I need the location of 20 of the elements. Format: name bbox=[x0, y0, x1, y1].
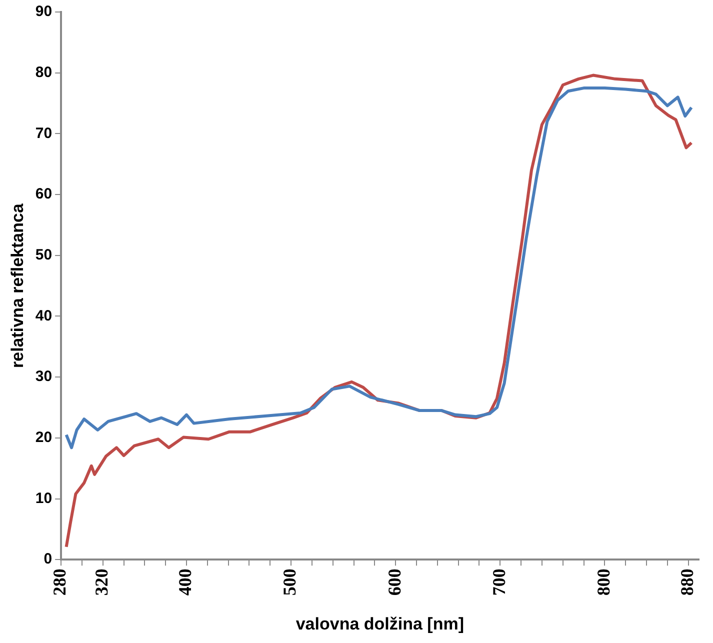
y-tick-label: 10 bbox=[35, 490, 52, 507]
y-tick-label: 20 bbox=[35, 429, 52, 446]
y-tick-label: 90 bbox=[35, 3, 52, 20]
y-tick-label: 30 bbox=[35, 368, 52, 386]
x-tick-label: 700 bbox=[488, 568, 509, 596]
x-tick-label: 500 bbox=[280, 568, 300, 596]
y-tick-label: 40 bbox=[35, 307, 52, 324]
y-tick-label: 80 bbox=[35, 64, 52, 81]
x-tick-label: 400 bbox=[175, 568, 196, 596]
x-tick-label: 320 bbox=[92, 568, 112, 596]
x-tick-label: 280 bbox=[50, 568, 70, 596]
x-tick-label: 880 bbox=[676, 568, 697, 596]
x-tick-label: 800 bbox=[593, 568, 614, 596]
y-tick-label: 0 bbox=[44, 550, 52, 568]
y-axis-title: relativna reflektanca bbox=[8, 203, 27, 368]
y-tick-label: 50 bbox=[35, 246, 52, 264]
y-tick-label: 70 bbox=[35, 124, 52, 142]
y-tick-label: 60 bbox=[35, 186, 52, 203]
x-tick-label: 600 bbox=[384, 568, 404, 596]
x-axis-title: valovna dolžina [nm] bbox=[296, 614, 464, 634]
